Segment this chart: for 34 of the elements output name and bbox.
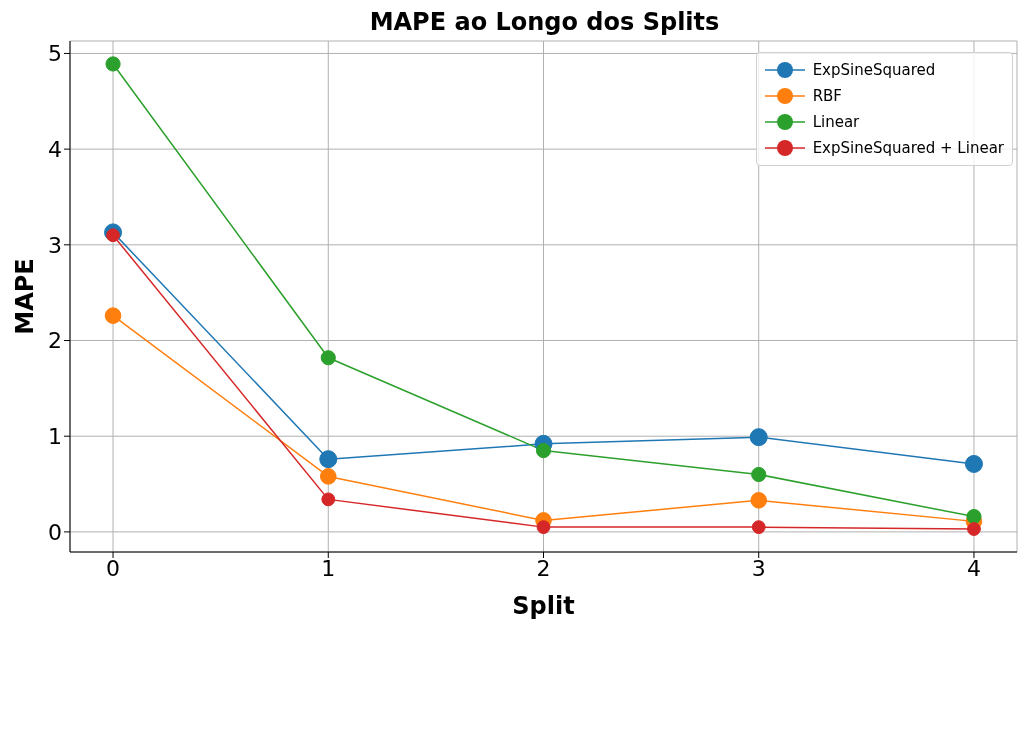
point: [319, 450, 338, 469]
y-tick-label: 1: [48, 424, 62, 450]
x-tick-label: 2: [536, 555, 551, 581]
point: [749, 428, 768, 447]
point: [320, 350, 336, 366]
y-tick-label: 0: [48, 519, 62, 545]
point: [967, 522, 981, 536]
point: [319, 468, 337, 485]
x-tick-label: 0: [106, 555, 121, 581]
point: [321, 492, 336, 507]
chart-title: MAPE ao Longo dos Splits: [368, 8, 721, 36]
legend-label: RBF: [812, 87, 842, 105]
point: [964, 454, 983, 473]
legend-label: Linear: [812, 113, 860, 131]
y-axis-title: MAPE: [10, 258, 39, 335]
x-axis-title: Split: [512, 592, 575, 620]
y-tick-label: 2: [48, 328, 62, 354]
legend-label: ExpSineSquared: [812, 61, 936, 79]
y-tick-label: 5: [48, 41, 62, 67]
x-tick-label: 4: [966, 555, 981, 581]
y-tick-label: 3: [48, 232, 62, 258]
point: [104, 307, 122, 324]
x-tick-label: 1: [321, 555, 336, 581]
legend-label: ExpSineSquared + Linear: [812, 139, 1004, 157]
point: [536, 520, 551, 535]
point: [750, 492, 768, 509]
y-tick-label: 4: [48, 136, 62, 162]
x-tick-label: 3: [751, 555, 766, 581]
point: [105, 56, 121, 72]
point: [535, 442, 552, 459]
point: [106, 228, 120, 243]
point: [966, 508, 982, 525]
point: [751, 520, 766, 535]
point: [751, 466, 767, 483]
